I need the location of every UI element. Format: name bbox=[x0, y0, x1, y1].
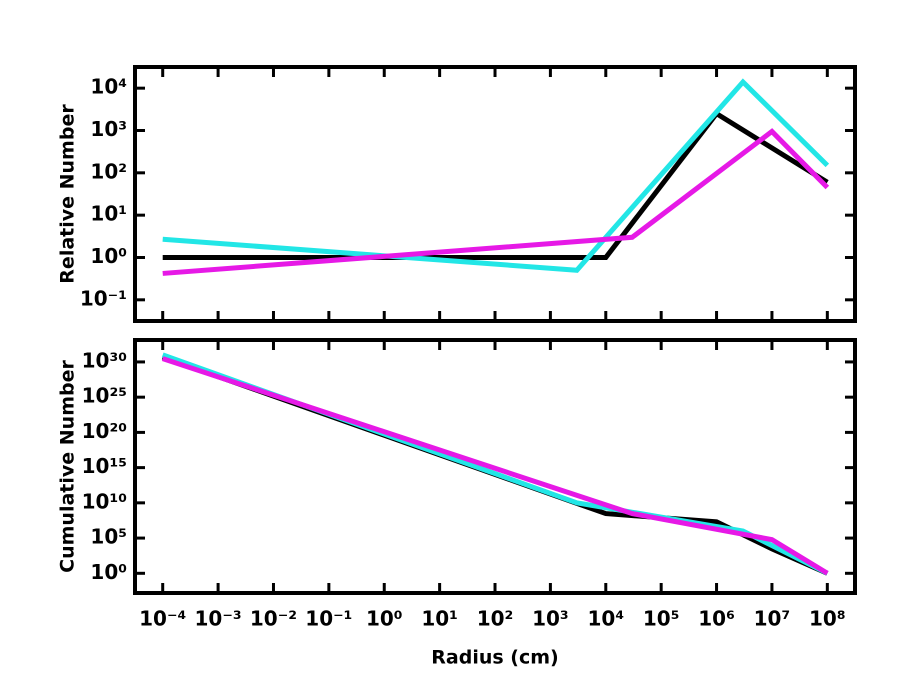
series-line bbox=[161, 356, 829, 576]
y-tick-label: 10⁰ bbox=[90, 244, 127, 268]
x-tick-label: 10⁴ bbox=[587, 607, 624, 631]
y-tick-label: 10² bbox=[90, 159, 127, 183]
x-tick-label: 10³ bbox=[532, 607, 569, 631]
x-tick-label: 10⁻³ bbox=[195, 607, 242, 631]
plot-frame bbox=[133, 338, 857, 595]
series-line bbox=[162, 78, 830, 273]
y-tick-label: 10³ bbox=[90, 117, 127, 141]
x-tick-label: 10⁷ bbox=[754, 607, 791, 631]
x-tick-label: 10⁰ bbox=[366, 607, 403, 631]
x-tick-label: 10⁻⁴ bbox=[139, 607, 186, 631]
x-axis-label: Radius (cm) bbox=[431, 647, 558, 669]
y-tick-label: 10¹⁵ bbox=[82, 454, 127, 478]
y-tick-label: 10³⁰ bbox=[82, 348, 127, 372]
x-tick-label: 10² bbox=[477, 607, 514, 631]
series-line bbox=[162, 128, 830, 276]
x-tick-label: 10⁵ bbox=[643, 607, 680, 631]
x-tick-label: 10⁻¹ bbox=[305, 607, 352, 631]
x-tick-label: 10⁶ bbox=[698, 607, 735, 631]
y-axis-label: Cumulative Number bbox=[57, 360, 79, 573]
y-tick-label: 10¹⁰ bbox=[82, 489, 127, 513]
y-tick-label: 10⁵ bbox=[90, 525, 127, 549]
x-tick-label: 10⁸ bbox=[809, 607, 846, 631]
y-tick-label: 10²⁵ bbox=[82, 384, 127, 408]
series-line bbox=[162, 110, 829, 260]
y-tick-label: 10⁴ bbox=[90, 75, 127, 99]
y-tick-label: 10¹ bbox=[90, 202, 127, 226]
y-tick-label: 10²⁰ bbox=[82, 419, 127, 443]
x-tick-label: 10⁻² bbox=[250, 607, 297, 631]
x-tick-label: 10¹ bbox=[421, 607, 458, 631]
y-axis-label: Relative Number bbox=[57, 104, 79, 284]
y-tick-label: 10⁰ bbox=[90, 560, 127, 584]
y-tick-label: 10⁻¹ bbox=[80, 286, 127, 310]
plot-frame bbox=[133, 65, 857, 323]
series-line bbox=[161, 352, 829, 576]
